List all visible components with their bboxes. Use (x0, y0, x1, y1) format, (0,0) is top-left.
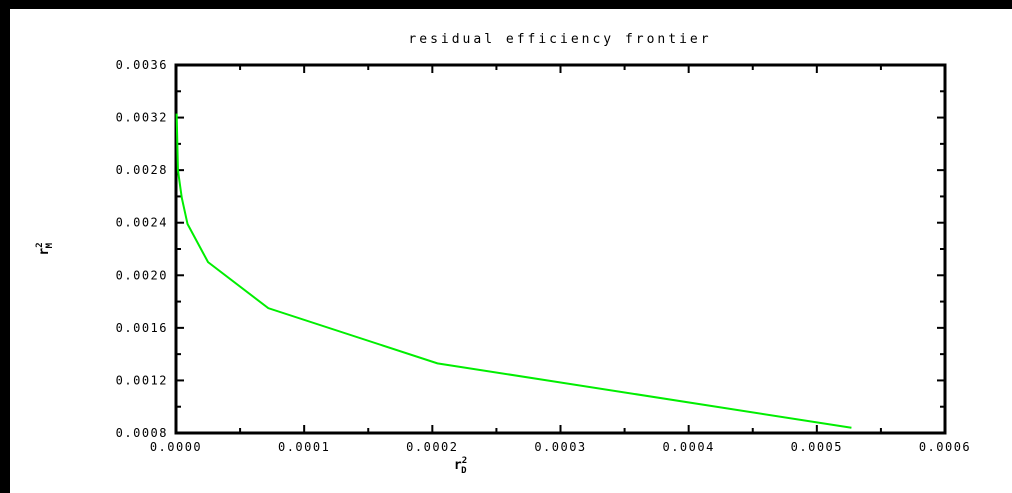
series-line (175, 113, 852, 429)
x-tick-label: 0.0005 (791, 440, 843, 454)
chart-title: residual efficiency frontier (408, 32, 711, 47)
x-tick-label: 0.0004 (662, 440, 714, 454)
x-tick-label: 0.0002 (406, 440, 458, 454)
series (175, 113, 852, 429)
y-tick-label: 0.0036 (116, 58, 168, 72)
y-tick-label: 0.0028 (116, 163, 168, 177)
series-point (850, 427, 852, 429)
x-tick-label: 0.0006 (919, 440, 971, 454)
ticks (175, 64, 946, 434)
x-axis-label: r2 D (454, 456, 467, 476)
series-point (207, 261, 209, 263)
y-tick-label: 0.0008 (116, 426, 168, 440)
series-point (187, 223, 189, 225)
y-tick-label: 0.0020 (116, 268, 168, 282)
x-tick-label: 0.0001 (278, 440, 330, 454)
series-point (436, 362, 438, 364)
y-tick-label: 0.0012 (116, 373, 168, 387)
plot-area (174, 63, 947, 435)
y-tick-label: 0.0016 (116, 321, 168, 335)
axis-label-text: r2M (35, 242, 55, 255)
axis-label-text: r2 D (454, 456, 467, 476)
x-tick-label: 0.0003 (534, 440, 586, 454)
chart-frame: residual efficiency frontier r2M r2 D 0.0… (10, 9, 1012, 493)
series-point (177, 169, 179, 171)
y-tick-label: 0.0024 (116, 216, 168, 230)
y-axis-label: r2M (35, 242, 55, 255)
x-tick-label: 0.0000 (150, 440, 202, 454)
y-tick-label: 0.0032 (116, 111, 168, 125)
chart: residual efficiency frontier r2M r2 D 0.0… (35, 32, 971, 476)
tick-labels: 0.0000 0.0001 0.0002 0.0003 0.0004 0.0005 0.00… (116, 58, 971, 454)
series-point (176, 113, 178, 115)
series-point (267, 307, 269, 309)
series-point (181, 197, 183, 199)
